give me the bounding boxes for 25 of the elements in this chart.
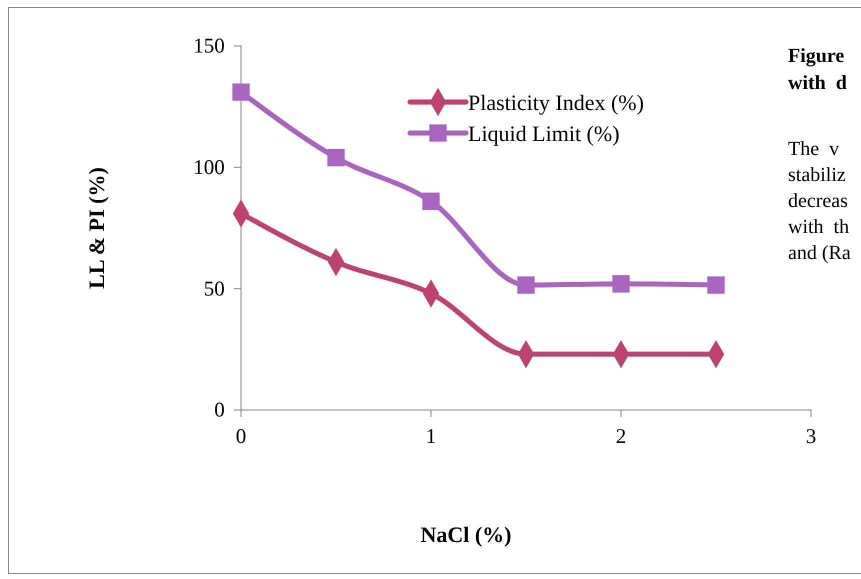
annotation: stabiliz [788, 164, 846, 186]
y-tick-label: 150 [193, 34, 225, 58]
annotation: decreas [788, 190, 848, 212]
legend-label: Plasticity Index (%) [468, 90, 644, 115]
y-axis-title: LL & PI (%) [84, 167, 109, 289]
point [707, 276, 725, 294]
annotation: Figure [788, 45, 844, 67]
y-tick-label: 50 [204, 276, 225, 300]
point [517, 276, 535, 294]
annotation: and (Ra [788, 242, 851, 264]
point [612, 275, 630, 292]
point [422, 192, 440, 210]
x-tick-label: 3 [806, 424, 816, 448]
annotation: with d [788, 72, 847, 94]
y-tick-label: 100 [193, 155, 225, 180]
x-tick-label: 2 [616, 424, 626, 448]
y-tick-label: 0 [214, 398, 225, 422]
x-axis-title: NaCl (%) [420, 522, 512, 547]
legend-label: Liquid Limit (%) [468, 121, 620, 146]
point [327, 148, 345, 166]
point [232, 83, 250, 101]
annotation: The v [788, 138, 840, 160]
annotation: with th [788, 216, 850, 238]
x-tick-label: 1 [426, 424, 436, 448]
x-tick-label: 0 [236, 424, 246, 448]
